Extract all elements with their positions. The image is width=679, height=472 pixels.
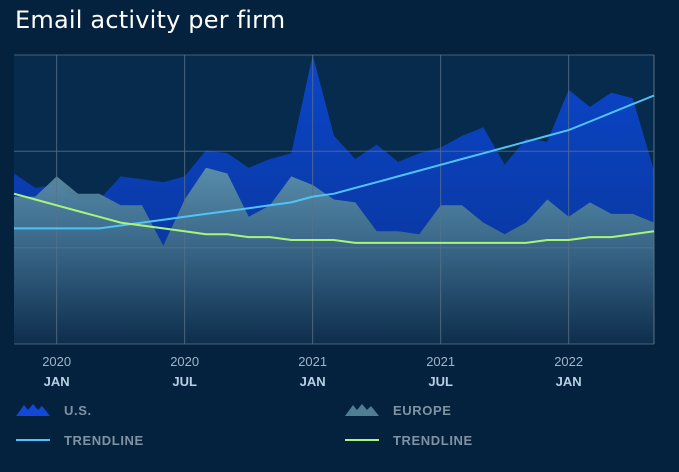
legend-item: EUROPE [345, 402, 452, 418]
europe-trend-line-icon [345, 439, 379, 441]
us-trend-line-icon [16, 439, 50, 441]
europe-trendline [13, 192, 655, 244]
us-trendline [14, 94, 655, 230]
legend-label: U.S. [64, 402, 92, 418]
x-tick-year: 2021 [426, 354, 456, 369]
europe-area [14, 167, 654, 344]
x-tick-year: 2022 [554, 354, 584, 369]
legend-label: TRENDLINE [64, 432, 144, 448]
legend-item: TRENDLINE [345, 432, 473, 448]
x-tick-label: 2021 JUL [401, 352, 481, 392]
x-tick-label: 2020 JUL [145, 352, 225, 392]
europe-area-icon [345, 404, 379, 416]
chart-title: Email activity per firm [15, 6, 286, 34]
us-area-icon [16, 404, 50, 416]
x-tick-month: JUL [172, 374, 197, 389]
x-tick-year: 2020 [42, 354, 72, 369]
legend-item: TRENDLINE [16, 432, 144, 448]
x-tick-month: JAN [299, 374, 326, 389]
x-tick-label: 2022 JAN [529, 352, 609, 392]
x-tick-label: 2020 JAN [17, 352, 97, 392]
x-tick-month: JAN [43, 374, 70, 389]
x-tick-month: JAN [555, 374, 582, 389]
legend-label: TRENDLINE [393, 432, 473, 448]
grid-lines [14, 54, 655, 345]
legend-item: U.S. [16, 402, 92, 418]
x-tick-label: 2021 JAN [273, 352, 353, 392]
legend-label: EUROPE [393, 402, 452, 418]
x-tick-year: 2021 [298, 354, 328, 369]
x-tick-year: 2020 [170, 354, 200, 369]
x-tick-month: JUL [428, 374, 453, 389]
